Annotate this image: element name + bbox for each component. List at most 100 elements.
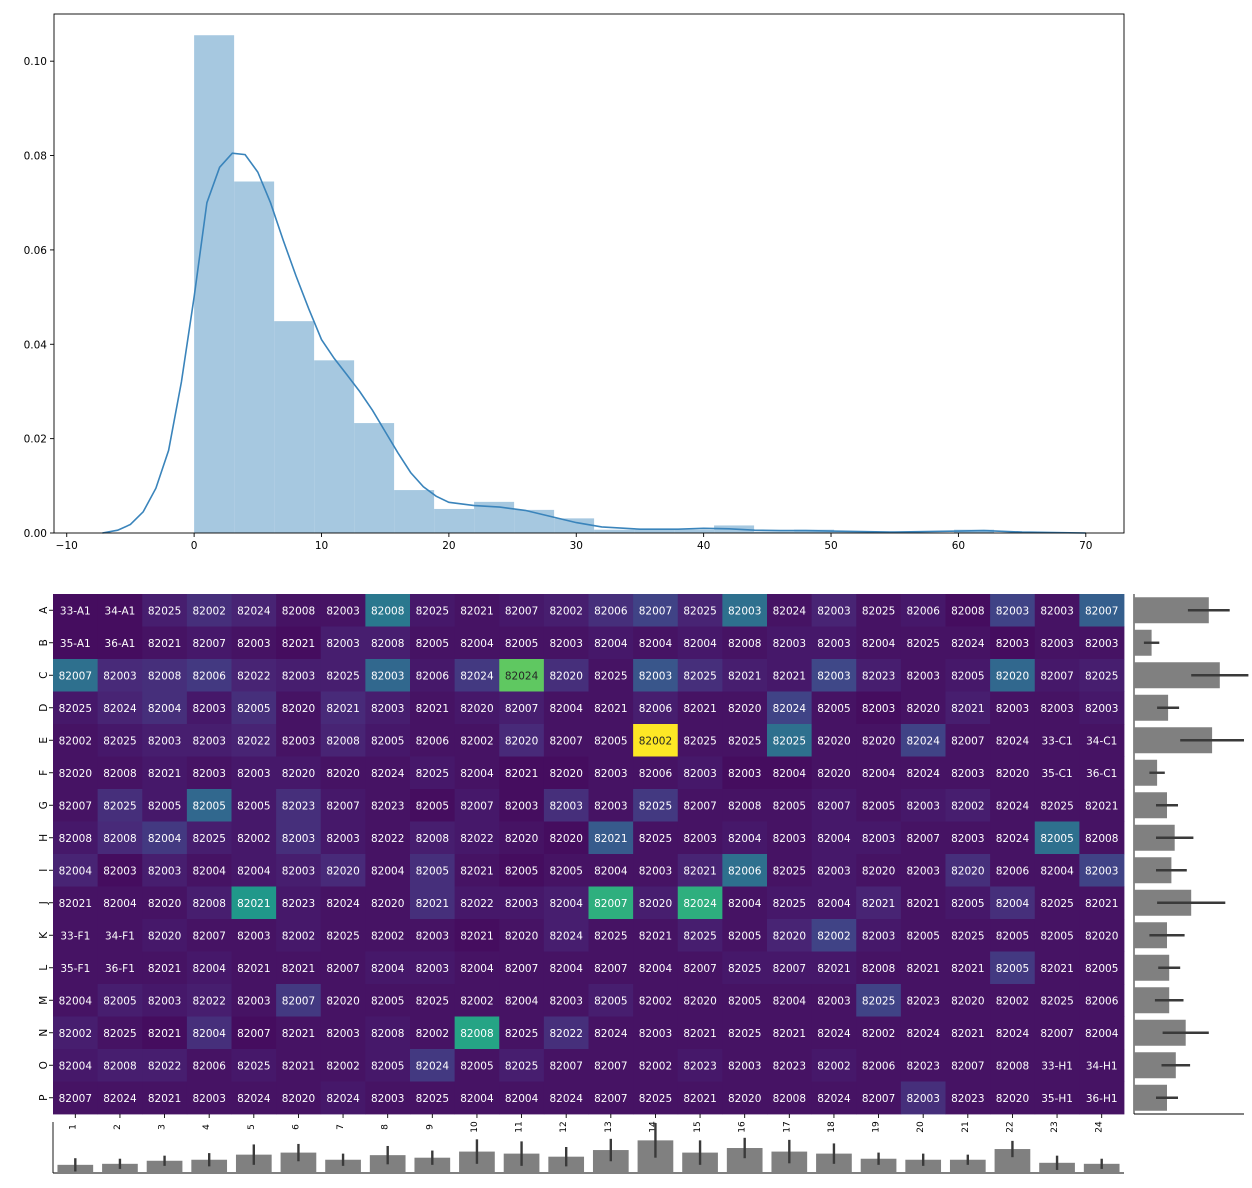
heatmap-cell-label: 82020 — [817, 735, 850, 747]
heatmap-cell-label: 82005 — [103, 995, 136, 1007]
heatmap-cell — [97, 854, 143, 887]
heatmap-cell-label: 82002 — [460, 995, 493, 1007]
heatmap-cell-label: 82005 — [862, 800, 895, 812]
heatmap-cell — [276, 1081, 322, 1115]
heatmap-cell — [454, 984, 500, 1017]
heatmap-cell — [811, 984, 857, 1017]
heatmap-cell — [454, 854, 500, 887]
heatmap-cell — [499, 1016, 545, 1050]
heatmap-cell-label: 82020 — [326, 768, 359, 780]
heatmap-cell-label: 82005 — [728, 995, 761, 1007]
heatmap-cell-label: 82006 — [416, 735, 450, 747]
column-margin-bar — [860, 1158, 897, 1173]
heatmap-cell — [990, 1016, 1036, 1050]
histogram-bar — [354, 423, 395, 533]
heatmap-cell — [677, 1016, 723, 1050]
heatmap-cell — [945, 659, 991, 692]
histogram-bar — [554, 518, 595, 533]
heatmap-cell-label: 82021 — [505, 768, 538, 780]
heatmap-cell-label: 82020 — [996, 1093, 1029, 1105]
heatmap-cell-label: 82003 — [326, 833, 359, 845]
heatmap-cell-label: 82005 — [996, 963, 1029, 975]
heatmap-cell — [410, 724, 456, 757]
heatmap-cell-label: 82024 — [326, 898, 360, 910]
heatmap-cell-label: 82005 — [416, 800, 449, 812]
heatmap-cell — [1079, 854, 1125, 887]
heatmap-cell — [588, 951, 634, 985]
heatmap-cell-label: 82025 — [728, 1028, 761, 1040]
heatmap-cell-label: 82004 — [773, 995, 807, 1007]
heatmap-cell-label: 82003 — [817, 995, 850, 1007]
heatmap-cell — [53, 594, 99, 627]
heatmap-cell-label: 82002 — [192, 605, 225, 617]
heatmap-cell-label: 82025 — [683, 605, 716, 617]
heatmap-cell — [276, 659, 322, 692]
heatmap-cell — [97, 984, 143, 1017]
heatmap-cell — [633, 724, 679, 757]
heatmap-cell — [231, 951, 277, 985]
heatmap-cell — [186, 984, 232, 1017]
y-tick-label: 0.04 — [24, 339, 48, 351]
heatmap-cell-label: 82002 — [639, 995, 672, 1007]
heatmap-cell-label: 82008 — [371, 605, 404, 617]
heatmap-cell — [365, 886, 411, 920]
heatmap-cell — [543, 594, 589, 627]
heatmap-cell-label: 82004 — [817, 898, 851, 910]
heatmap-cell — [231, 756, 277, 790]
heatmap-cell-label: 82006 — [906, 605, 940, 617]
heatmap-cell-label: 82024 — [460, 670, 494, 682]
heatmap-cell — [97, 1049, 143, 1082]
heatmap-cell-label: 82002 — [862, 1028, 895, 1040]
heatmap-cell-label: 82007 — [1040, 1028, 1073, 1040]
heatmap-cell — [633, 1016, 679, 1050]
heatmap-cell — [811, 691, 857, 725]
heatmap-cell — [722, 951, 768, 985]
histogram-bar — [634, 529, 675, 533]
heatmap-cell-label: 82023 — [683, 1060, 716, 1072]
column-margin-bar — [592, 1150, 629, 1173]
heatmap-cell-label: 82005 — [594, 735, 627, 747]
heatmap-cell — [856, 951, 902, 985]
heatmap-cell — [856, 1049, 902, 1082]
heatmap-cell — [945, 886, 991, 920]
heatmap-cell-label: 82007 — [549, 1060, 582, 1072]
row-tick-label: M — [38, 996, 50, 1005]
heatmap-cell — [633, 951, 679, 985]
heatmap-cell-label: 82020 — [728, 1093, 761, 1105]
heatmap-cell-label: 82003 — [728, 768, 761, 780]
heatmap-cell-label: 82020 — [1085, 930, 1118, 942]
heatmap-cell-label: 82007 — [817, 800, 850, 812]
heatmap-cell-label: 82003 — [862, 833, 895, 845]
heatmap-cell-label: 82025 — [416, 605, 449, 617]
heatmap-cell — [410, 854, 456, 887]
heatmap-cell-label: 82025 — [773, 898, 806, 910]
heatmap-cell — [276, 1049, 322, 1082]
heatmap-cell — [543, 984, 589, 1017]
heatmap-cell — [945, 854, 991, 887]
heatmap-cell-label: 82003 — [639, 865, 672, 877]
heatmap-cell-label: 82025 — [505, 1028, 538, 1040]
heatmap-cell — [588, 626, 634, 660]
heatmap-cell-label: 82008 — [148, 670, 181, 682]
heatmap-cell-label: 82024 — [773, 605, 807, 617]
y-tick-label: 0.06 — [24, 245, 48, 257]
heatmap-cell-label: 82024 — [549, 1093, 583, 1105]
heatmap-cell — [990, 1049, 1036, 1082]
heatmap-cell-label: 82021 — [773, 1028, 806, 1040]
heatmap-cell — [990, 789, 1036, 822]
heatmap-cell-label: 82004 — [192, 865, 226, 877]
column-tick-label: 18 — [827, 1121, 837, 1133]
heatmap-cell-label: 82021 — [148, 1028, 181, 1040]
heatmap-cell — [588, 789, 634, 822]
heatmap-cell-label: 82020 — [282, 703, 315, 715]
heatmap-cell — [543, 854, 589, 887]
heatmap-cell — [410, 951, 456, 985]
heatmap-cell — [588, 1081, 634, 1115]
histogram-bar — [674, 529, 715, 533]
heatmap-cell — [945, 626, 991, 660]
heatmap-cell-label: 82021 — [282, 1060, 315, 1072]
heatmap-cell-label: 82005 — [148, 800, 181, 812]
heatmap-cell-label: 82007 — [59, 800, 92, 812]
heatmap-cell — [990, 1081, 1036, 1115]
heatmap-cell — [588, 724, 634, 757]
